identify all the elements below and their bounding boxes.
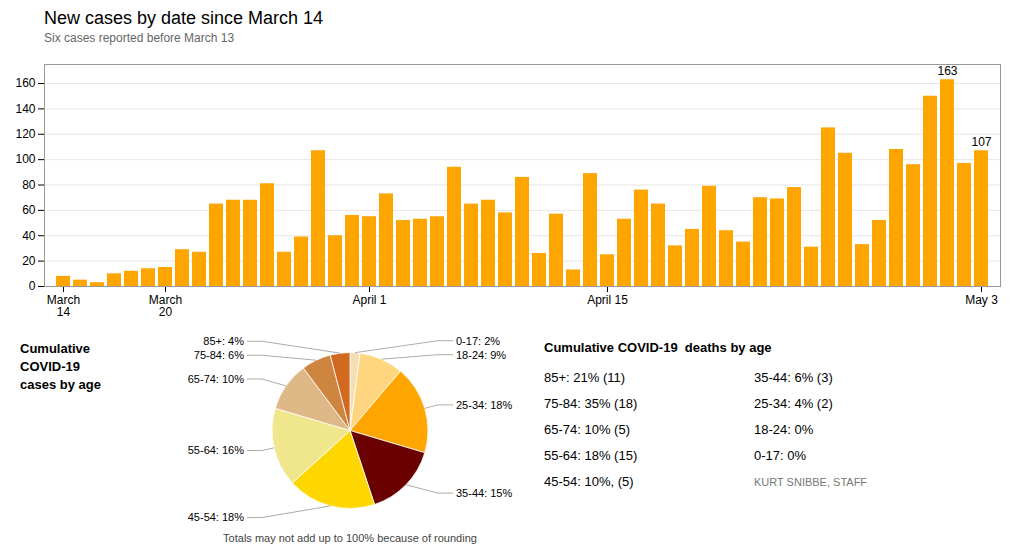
svg-text:45-54: 18%: 45-54: 18% bbox=[188, 511, 244, 523]
svg-text:25-34: 18%: 25-34: 18% bbox=[456, 399, 512, 411]
svg-text:120: 120 bbox=[15, 127, 35, 141]
html-text:18-24: 0%: 18-24: 0% bbox=[754, 422, 814, 437]
svg-text:March14: March14 bbox=[47, 293, 80, 319]
html-text:New cases by date since March: New cases by date since March 14 bbox=[44, 8, 324, 28]
svg-text:May 3: May 3 bbox=[965, 293, 998, 307]
html-text:KURT SNIBBE, STAFF: KURT SNIBBE, STAFF bbox=[754, 476, 868, 488]
html-text:55-64: 18% (15): 55-64: 18% (15) bbox=[544, 448, 638, 463]
svg-text:163: 163 bbox=[937, 64, 957, 78]
html-text:45-54: 10%, (5): 45-54: 10%, (5) bbox=[544, 474, 634, 489]
svg-text:20: 20 bbox=[22, 254, 36, 268]
html-text:Totals may not add up to 100%: Totals may not add up to 100% because of… bbox=[223, 532, 477, 544]
svg-text:18-24: 9%: 18-24: 9% bbox=[456, 349, 506, 361]
html-text:Six cases reported before Marc: Six cases reported before March 13 bbox=[44, 31, 235, 45]
html-text:35-44: 6% (3): 35-44: 6% (3) bbox=[754, 370, 833, 385]
svg-text:80: 80 bbox=[22, 178, 36, 192]
html-text:Cumulative COVID-19 deaths by: Cumulative COVID-19 deaths by age bbox=[544, 340, 772, 355]
svg-text:85+: 4%: 85+: 4% bbox=[203, 335, 244, 347]
html-text:Cumulative COVID-19 cases by a: Cumulative COVID-19 cases by age bbox=[20, 341, 101, 392]
svg-text:40: 40 bbox=[22, 229, 36, 243]
svg-text:March20: March20 bbox=[149, 293, 182, 319]
html-text:75-84: 35% (18): 75-84: 35% (18) bbox=[544, 396, 638, 411]
svg-text:75-84: 6%: 75-84: 6% bbox=[194, 349, 244, 361]
html-text:65-74: 10% (5): 65-74: 10% (5) bbox=[544, 422, 630, 437]
svg-text:55-64: 16%: 55-64: 16% bbox=[188, 444, 244, 456]
svg-text:April 1: April 1 bbox=[352, 293, 386, 307]
svg-text:65-74: 10%: 65-74: 10% bbox=[188, 373, 244, 385]
html-text:25-34: 4% (2): 25-34: 4% (2) bbox=[754, 396, 833, 411]
svg-text:107: 107 bbox=[971, 135, 991, 149]
svg-text:35-44: 15%: 35-44: 15% bbox=[456, 487, 512, 499]
svg-text:160: 160 bbox=[15, 76, 35, 90]
html-text:0-17: 0%: 0-17: 0% bbox=[754, 448, 806, 463]
svg-text:0-17: 2%: 0-17: 2% bbox=[456, 335, 500, 347]
svg-text:100: 100 bbox=[15, 152, 35, 166]
svg-text:140: 140 bbox=[15, 102, 35, 116]
svg-text:0: 0 bbox=[29, 279, 36, 293]
svg-text:60: 60 bbox=[22, 203, 36, 217]
html-text:85+: 21% (11): 85+: 21% (11) bbox=[544, 370, 626, 385]
svg-text:April 15: April 15 bbox=[587, 293, 628, 307]
